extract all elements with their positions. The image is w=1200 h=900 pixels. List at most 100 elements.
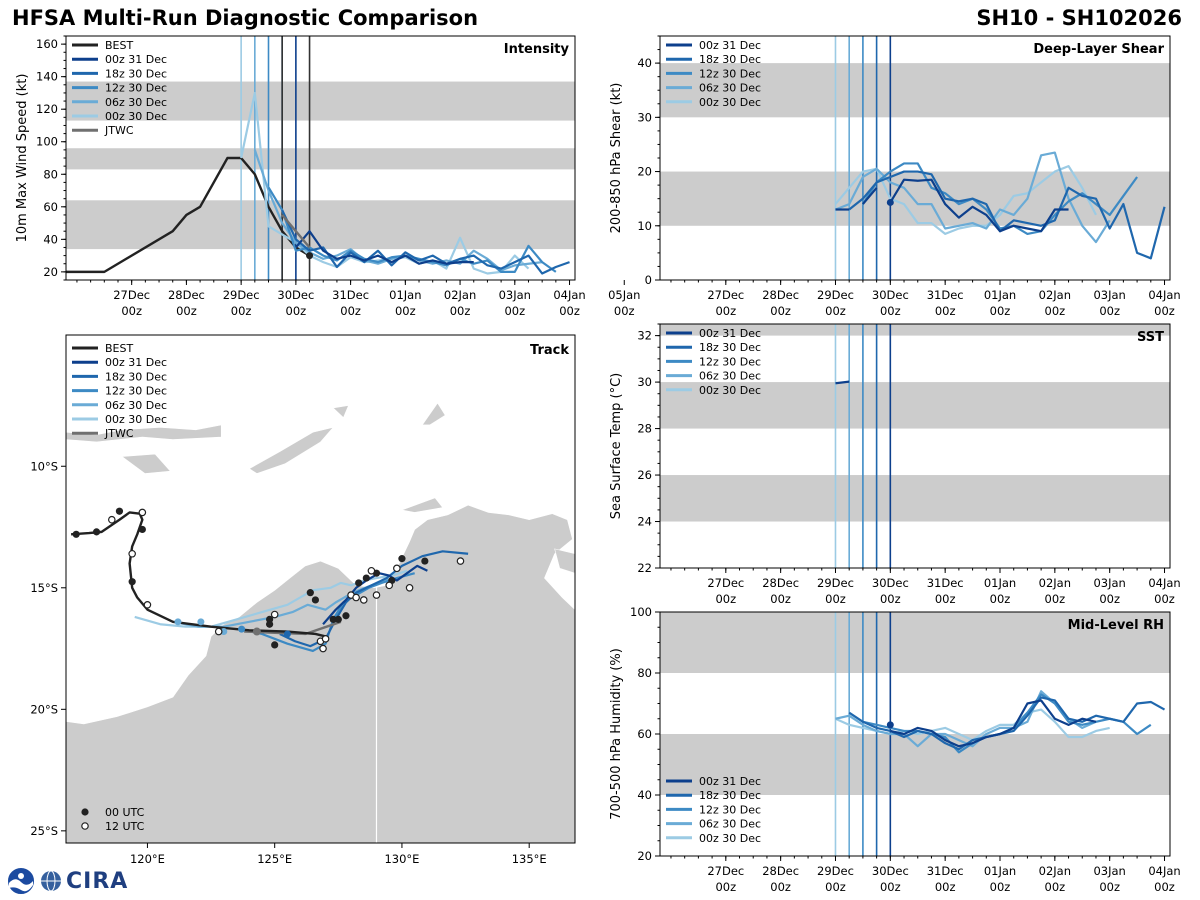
x-tick-hour-label: 00z bbox=[715, 592, 736, 606]
x-tick-label: 03Jan bbox=[1093, 576, 1125, 590]
panel-frame bbox=[65, 334, 576, 844]
legend-label: BEST bbox=[105, 39, 133, 52]
legend-label: 12z 30 Dec bbox=[105, 385, 167, 398]
series-line bbox=[835, 151, 1111, 244]
panel-intensity: 20 40 60 80 100 120 140 160 27Dec 00z 28Dec 00z 29De… bbox=[15, 35, 640, 318]
y-tick-label: 30 bbox=[637, 110, 652, 124]
x-tick-label: 04Jan bbox=[1148, 864, 1180, 878]
best-marker-12utc bbox=[138, 508, 147, 517]
legend-label: 12z 30 Dec bbox=[105, 82, 167, 95]
series-line bbox=[890, 699, 1097, 748]
x-tick-label: 01Jan bbox=[984, 864, 1016, 878]
y-tick-label: 40 bbox=[637, 56, 652, 70]
y-tick-label: 120 bbox=[36, 102, 58, 116]
legend-label: 00z 31 Dec bbox=[699, 39, 761, 52]
y-tick-label: 60 bbox=[43, 200, 58, 214]
x-tick-hour-label: 00z bbox=[1099, 592, 1120, 606]
x-tick-label: 28Dec bbox=[762, 288, 799, 302]
shaded-band bbox=[660, 612, 1170, 673]
legend-label: 12z 30 Dec bbox=[699, 803, 761, 816]
legend-label: JTWC bbox=[104, 124, 134, 137]
sumba-land bbox=[121, 453, 171, 474]
x-tick-label: 27Dec bbox=[707, 288, 744, 302]
best-marker-00utc bbox=[266, 620, 274, 628]
series-line bbox=[295, 230, 474, 265]
x-tick-label: 04Jan bbox=[1148, 576, 1180, 590]
x-tick-hour-label: 00z bbox=[935, 880, 956, 894]
x-tick-label: 01Jan bbox=[984, 576, 1016, 590]
series-line bbox=[861, 162, 1138, 236]
legend-label: 00z 31 Dec bbox=[699, 327, 761, 340]
y-tick-label: 0 bbox=[645, 273, 652, 287]
x-tick-label: 29Dec bbox=[817, 864, 854, 878]
panel-title: Deep-Layer Shear bbox=[1033, 42, 1164, 57]
x-tick-hour-label: 00z bbox=[1154, 592, 1175, 606]
x-tick-label: 29Dec bbox=[817, 288, 854, 302]
series-line bbox=[848, 696, 1166, 751]
legend-label: 00z 31 Dec bbox=[105, 356, 167, 369]
forecast-marker bbox=[174, 618, 182, 626]
x-tick-hour-label: 00z bbox=[990, 880, 1011, 894]
x-tick-label: 02Jan bbox=[1039, 576, 1071, 590]
x-tick-hour-label: 00z bbox=[770, 880, 791, 894]
best-marker-12utc bbox=[393, 564, 401, 573]
legend-marker-00utc bbox=[81, 808, 89, 816]
island bbox=[421, 402, 446, 426]
series-line bbox=[281, 209, 570, 275]
noaa-logo-icon bbox=[7, 867, 35, 895]
lat-tick-label: 10°S bbox=[30, 459, 58, 473]
x-tick-hour-label: 00z bbox=[1154, 304, 1175, 318]
forecast-track bbox=[238, 572, 415, 653]
series-line bbox=[889, 178, 1069, 233]
best-marker-00utc bbox=[138, 525, 146, 534]
legend-label: JTWC bbox=[104, 427, 134, 440]
best-marker-12utc bbox=[456, 557, 465, 565]
x-tick-label: 05Jan bbox=[608, 288, 640, 302]
x-tick-hour-label: 00z bbox=[1099, 304, 1120, 318]
shaded-band bbox=[66, 81, 575, 121]
x-tick-hour-label: 00z bbox=[825, 880, 846, 894]
y-tick-label: 160 bbox=[36, 37, 58, 51]
x-tick-label: 30Dec bbox=[277, 288, 314, 302]
best-marker-00utc bbox=[421, 557, 429, 565]
legend-label: 06z 30 Dec bbox=[699, 818, 761, 831]
y-tick-label: 10 bbox=[637, 219, 652, 233]
y-axis-label: Sea Surface Temp (°C) bbox=[609, 373, 624, 520]
legend-label: 12z 30 Dec bbox=[699, 67, 761, 80]
y-tick-label: 20 bbox=[637, 165, 652, 179]
x-tick-hour-label: 00z bbox=[395, 304, 416, 318]
x-tick-hour-label: 00z bbox=[935, 592, 956, 606]
y-tick-label: 32 bbox=[637, 329, 652, 343]
best-marker-00utc bbox=[355, 579, 363, 587]
legend-label: 00z 30 Dec bbox=[105, 413, 167, 426]
shaded-band bbox=[660, 382, 1170, 429]
best-marker-12utc bbox=[128, 549, 136, 558]
best-marker-12utc bbox=[405, 583, 414, 592]
legend-label: 18z 30 Dec bbox=[699, 53, 761, 66]
lon-tick-label: 130°E bbox=[384, 852, 419, 866]
plot-area bbox=[660, 612, 1170, 856]
x-tick-hour-label: 00z bbox=[880, 880, 901, 894]
nusa-tenggara-land bbox=[66, 424, 222, 443]
x-tick-label: 29Dec bbox=[817, 576, 854, 590]
timor-land bbox=[248, 426, 335, 474]
x-tick-label: 31Dec bbox=[927, 864, 964, 878]
lat-tick-label: 15°S bbox=[30, 581, 58, 595]
cira-globe-icon bbox=[41, 870, 61, 892]
x-tick-label: 02Jan bbox=[1039, 864, 1071, 878]
page-title: HFSA Multi-Run Diagnostic Comparison bbox=[12, 6, 479, 30]
best-marker-12utc bbox=[319, 644, 327, 653]
shaded-band bbox=[660, 475, 1170, 522]
legend-label: 00z 31 Dec bbox=[699, 775, 761, 788]
panel-sst: 22 24 26 28 30 32 27Dec 00z 28Dec 00z 29Dec 00z 30De… bbox=[609, 323, 1181, 606]
x-tick-label: 28Dec bbox=[168, 288, 205, 302]
melville-island bbox=[400, 497, 444, 513]
legend-label: 18z 30 Dec bbox=[699, 789, 761, 802]
legend-label: 00z 30 Dec bbox=[105, 110, 167, 123]
cira-logo: CIRA bbox=[6, 866, 128, 896]
best-marker-12utc bbox=[270, 610, 279, 619]
x-tick-hour-label: 00z bbox=[715, 304, 736, 318]
y-tick-label: 20 bbox=[637, 849, 652, 863]
x-tick-hour-label: 00z bbox=[935, 304, 956, 318]
